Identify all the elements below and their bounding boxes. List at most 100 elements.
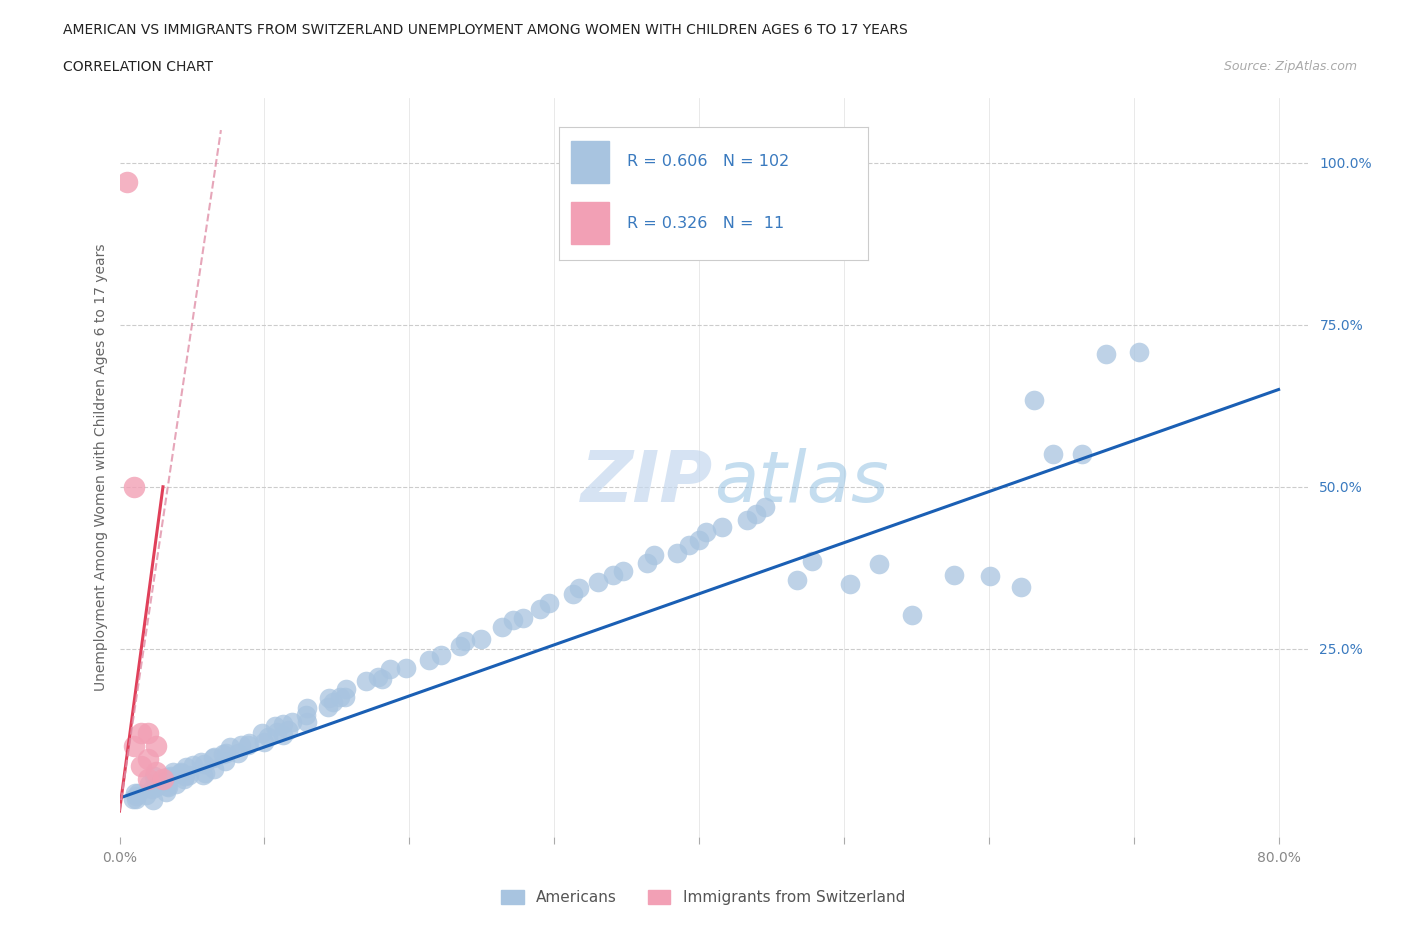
Point: [142, 792, 165, 807]
Text: CORRELATION CHART: CORRELATION CHART: [63, 60, 214, 74]
Point: [169, 765, 191, 780]
Point: [155, 785, 177, 800]
Point: [562, 587, 585, 602]
Point: [218, 740, 240, 755]
Point: [322, 695, 344, 710]
Point: [537, 595, 560, 610]
Point: [129, 758, 152, 773]
Point: [695, 525, 717, 539]
Point: [318, 690, 340, 705]
Point: [138, 771, 160, 786]
Point: [665, 546, 688, 561]
Point: [839, 577, 862, 591]
Point: [121, 791, 143, 806]
Point: [173, 772, 195, 787]
Point: [1010, 579, 1032, 594]
Point: [1022, 393, 1045, 408]
Point: [273, 717, 295, 732]
Point: [202, 750, 225, 764]
Point: [354, 673, 377, 688]
Text: Source: ZipAtlas.com: Source: ZipAtlas.com: [1223, 60, 1357, 73]
Point: [378, 662, 401, 677]
Point: [226, 745, 249, 760]
Point: [688, 533, 710, 548]
Point: [529, 602, 551, 617]
Point: [868, 557, 890, 572]
Point: [165, 777, 187, 791]
Point: [212, 747, 235, 762]
Point: [125, 789, 148, 804]
Point: [612, 564, 634, 578]
Point: [502, 613, 524, 628]
Point: [512, 610, 534, 625]
Point: [800, 554, 823, 569]
Point: [160, 768, 183, 783]
Point: [453, 633, 475, 648]
Point: [145, 764, 167, 779]
Point: [190, 754, 212, 769]
Point: [122, 479, 145, 494]
Point: [250, 726, 273, 741]
Point: [229, 737, 252, 752]
Point: [568, 581, 591, 596]
Point: [181, 758, 204, 773]
Point: [943, 567, 966, 582]
Point: [901, 607, 924, 622]
Point: [1042, 446, 1064, 461]
Point: [129, 725, 152, 740]
Point: [194, 766, 217, 781]
Point: [138, 725, 160, 740]
Text: atlas: atlas: [713, 447, 889, 516]
Point: [370, 671, 392, 686]
Point: [214, 753, 236, 768]
Y-axis label: Unemployment Among Women with Children Ages 6 to 17 years: Unemployment Among Women with Children A…: [94, 244, 108, 691]
Point: [491, 619, 513, 634]
Point: [281, 715, 304, 730]
Point: [678, 538, 700, 553]
Point: [295, 708, 318, 723]
Point: [145, 779, 167, 794]
Point: [271, 727, 294, 742]
Point: [1128, 345, 1150, 360]
Point: [470, 631, 492, 646]
Point: [152, 771, 174, 786]
Point: [174, 760, 197, 775]
Point: [127, 786, 149, 801]
Point: [145, 738, 167, 753]
Point: [143, 769, 166, 784]
Point: [1071, 446, 1094, 461]
Point: [122, 738, 145, 753]
Point: [430, 647, 453, 662]
Point: [395, 660, 418, 675]
Point: [744, 507, 766, 522]
Point: [156, 780, 179, 795]
Point: [266, 724, 288, 739]
Legend: Americans, Immigrants from Switzerland: Americans, Immigrants from Switzerland: [494, 883, 912, 913]
Point: [253, 735, 276, 750]
Text: ZIP: ZIP: [581, 447, 713, 516]
Point: [602, 567, 624, 582]
Point: [367, 670, 389, 684]
Point: [295, 701, 318, 716]
Point: [170, 765, 193, 780]
Point: [586, 574, 609, 589]
Point: [141, 782, 163, 797]
Point: [979, 568, 1001, 583]
Point: [256, 729, 278, 744]
Text: AMERICAN VS IMMIGRANTS FROM SWITZERLAND UNEMPLOYMENT AMONG WOMEN WITH CHILDREN A: AMERICAN VS IMMIGRANTS FROM SWITZERLAND …: [63, 23, 908, 37]
Point: [1094, 347, 1116, 362]
Point: [277, 723, 299, 737]
Point: [138, 777, 160, 791]
Point: [238, 738, 260, 753]
Point: [264, 718, 287, 733]
Point: [125, 792, 148, 807]
Point: [329, 690, 352, 705]
Point: [335, 681, 357, 696]
Point: [174, 768, 197, 783]
Point: [193, 757, 215, 772]
Point: [449, 638, 471, 653]
Point: [162, 764, 184, 779]
Point: [124, 786, 146, 801]
Point: [191, 767, 214, 782]
Point: [153, 774, 176, 789]
